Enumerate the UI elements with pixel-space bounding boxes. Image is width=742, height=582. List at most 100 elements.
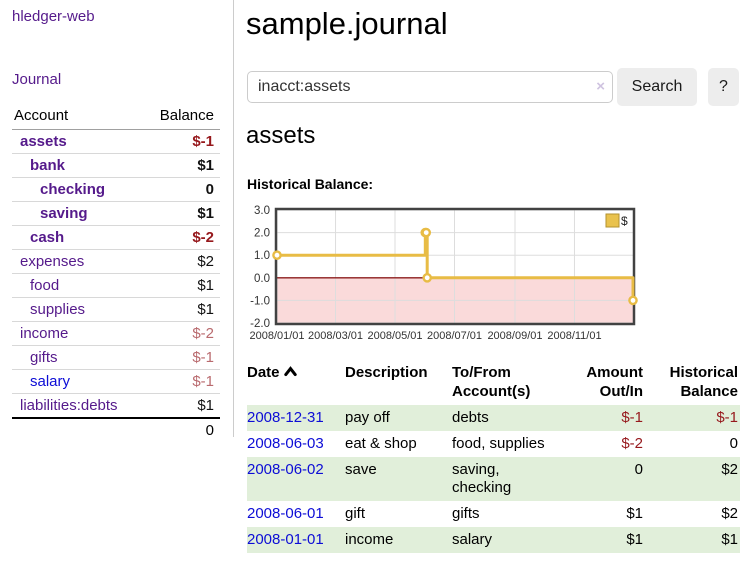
svg-text:2008/05/01: 2008/05/01 xyxy=(367,330,422,342)
clear-search-icon[interactable]: × xyxy=(596,78,605,95)
register-row: 2008-06-03 eat & shop food, supplies $-2 0 xyxy=(247,431,740,457)
svg-text:-2.0: -2.0 xyxy=(250,318,270,330)
account-link[interactable]: income xyxy=(20,325,69,342)
account-balance: $1 xyxy=(197,157,214,174)
account-balance: $1 xyxy=(197,205,214,222)
account-link[interactable]: food xyxy=(30,277,60,294)
account-link[interactable]: bank xyxy=(30,157,66,174)
account-row: expenses $2 xyxy=(12,249,220,273)
transaction-balance: 0 xyxy=(729,435,738,452)
sidebar-item-journal[interactable]: Journal xyxy=(12,71,62,88)
account-tree-total-row: 0 xyxy=(12,417,220,442)
transaction-date-link[interactable]: 2008-12-31 xyxy=(247,409,324,426)
transaction-balance: $1 xyxy=(643,527,740,553)
svg-text:2008/07/01: 2008/07/01 xyxy=(427,330,482,342)
balance-column-header: Balance xyxy=(159,107,214,124)
column-header-amount: Amount Out/In xyxy=(586,364,643,400)
search-bar: × Search ? xyxy=(247,66,742,106)
register-row: 2008-12-31 pay off debts $-1 $-1 xyxy=(247,405,740,431)
account-link[interactable]: salary xyxy=(30,373,71,390)
account-row: assets $-1 xyxy=(12,129,220,153)
account-heading: assets xyxy=(246,122,316,149)
account-link[interactable]: gifts xyxy=(30,349,58,366)
account-row: liabilities:debts $1 xyxy=(12,393,220,417)
svg-text:3.0: 3.0 xyxy=(254,205,270,217)
register-row: 2008-01-01 income salary $1 $1 xyxy=(247,527,740,553)
account-row: bank $1 xyxy=(12,153,220,177)
transaction-amount: $1 xyxy=(626,505,643,522)
transaction-amount: 0 xyxy=(564,457,643,501)
transaction-balance: $2 xyxy=(721,505,738,522)
column-header-description: Description xyxy=(345,364,428,381)
account-link[interactable]: checking xyxy=(40,181,106,198)
sidebar: hledger-web Journal Account Balance asse… xyxy=(0,0,233,440)
account-row: saving $1 xyxy=(12,201,220,225)
account-balance: $-2 xyxy=(192,325,214,342)
account-tree-header: Account Balance xyxy=(12,104,220,129)
transaction-description: income xyxy=(345,527,452,553)
svg-text:0.0: 0.0 xyxy=(254,273,270,285)
account-link[interactable]: supplies xyxy=(30,301,86,318)
transaction-description: save xyxy=(345,457,452,501)
column-header-historical: Historical Balance xyxy=(669,364,738,400)
transaction-date-link[interactable]: 2008-06-02 xyxy=(247,461,324,478)
transaction-accounts: saving, checking xyxy=(452,457,564,501)
page-title: sample.journal xyxy=(246,6,448,41)
account-row: salary $-1 xyxy=(12,369,220,393)
search-button[interactable]: Search xyxy=(617,68,697,106)
account-row: income $-2 xyxy=(12,321,220,345)
transaction-description: pay off xyxy=(345,405,452,431)
svg-text:1.0: 1.0 xyxy=(254,250,270,262)
svg-text:2008/03/01: 2008/03/01 xyxy=(308,330,363,342)
account-balance: $-1 xyxy=(192,133,214,150)
account-link[interactable]: liabilities:debts xyxy=(20,397,118,414)
transaction-amount: $-2 xyxy=(621,435,643,452)
transaction-date-link[interactable]: 2008-06-01 xyxy=(247,505,324,522)
svg-text:$: $ xyxy=(621,214,628,228)
svg-text:2008/11/01: 2008/11/01 xyxy=(547,330,601,342)
account-link[interactable]: saving xyxy=(40,205,88,222)
register-row: 2008-06-02 save saving, checking 0 $2 xyxy=(247,457,740,501)
transaction-balance: $2 xyxy=(643,457,740,501)
transaction-accounts: salary xyxy=(452,527,564,553)
transaction-accounts: debts xyxy=(452,405,564,431)
account-row: supplies $1 xyxy=(12,297,220,321)
account-balance: 0 xyxy=(205,181,214,198)
account-link[interactable]: assets xyxy=(20,133,67,150)
register-table: Date Description To/From Account(s) Amount Ou… xyxy=(247,361,740,553)
account-row: gifts $-1 xyxy=(12,345,220,369)
column-header-to-from: To/From Account(s) xyxy=(452,364,531,400)
transaction-date-link[interactable]: 2008-01-01 xyxy=(247,531,324,548)
account-balance: $-1 xyxy=(192,373,214,390)
register-row: 2008-06-01 gift gifts $1 $2 xyxy=(247,501,740,527)
transaction-description: eat & shop xyxy=(345,435,417,452)
account-column-header: Account xyxy=(14,107,69,124)
historical-balance-chart: 3.0 2.0 1.0 0.0 -1.0 -2.0 2008/01/01 2008/03/01… xyxy=(240,202,742,348)
search-input[interactable] xyxy=(247,71,613,103)
transaction-amount: $-1 xyxy=(564,405,643,431)
sidebar-divider xyxy=(233,0,234,437)
brand-link[interactable]: hledger-web xyxy=(12,8,95,25)
account-row: food $1 xyxy=(12,273,220,297)
svg-text:2.0: 2.0 xyxy=(254,228,270,240)
svg-text:-1.0: -1.0 xyxy=(250,295,270,307)
sort-ascending-icon xyxy=(283,366,297,377)
account-link[interactable]: cash xyxy=(30,229,65,246)
column-header-date[interactable]: Date xyxy=(247,361,345,405)
account-balance: $2 xyxy=(197,253,214,270)
account-tree: Account Balance assets $-1 bank $1 checking 0… xyxy=(12,104,220,442)
account-balance: $1 xyxy=(197,397,214,414)
transaction-date-link[interactable]: 2008-06-03 xyxy=(247,435,324,452)
transaction-accounts: gifts xyxy=(452,505,480,522)
transaction-description: gift xyxy=(345,505,366,522)
transaction-amount: $1 xyxy=(564,527,643,553)
account-balance: $-2 xyxy=(192,229,214,246)
transaction-accounts: food, supplies xyxy=(452,435,545,452)
chart-title: Historical Balance: xyxy=(247,176,374,192)
svg-text:2008/09/01: 2008/09/01 xyxy=(487,330,542,342)
search-input-wrap: × xyxy=(247,71,613,103)
account-link[interactable]: expenses xyxy=(20,253,85,270)
help-button[interactable]: ? xyxy=(708,68,739,106)
account-balance: $1 xyxy=(197,301,214,318)
account-balance: $1 xyxy=(197,277,214,294)
